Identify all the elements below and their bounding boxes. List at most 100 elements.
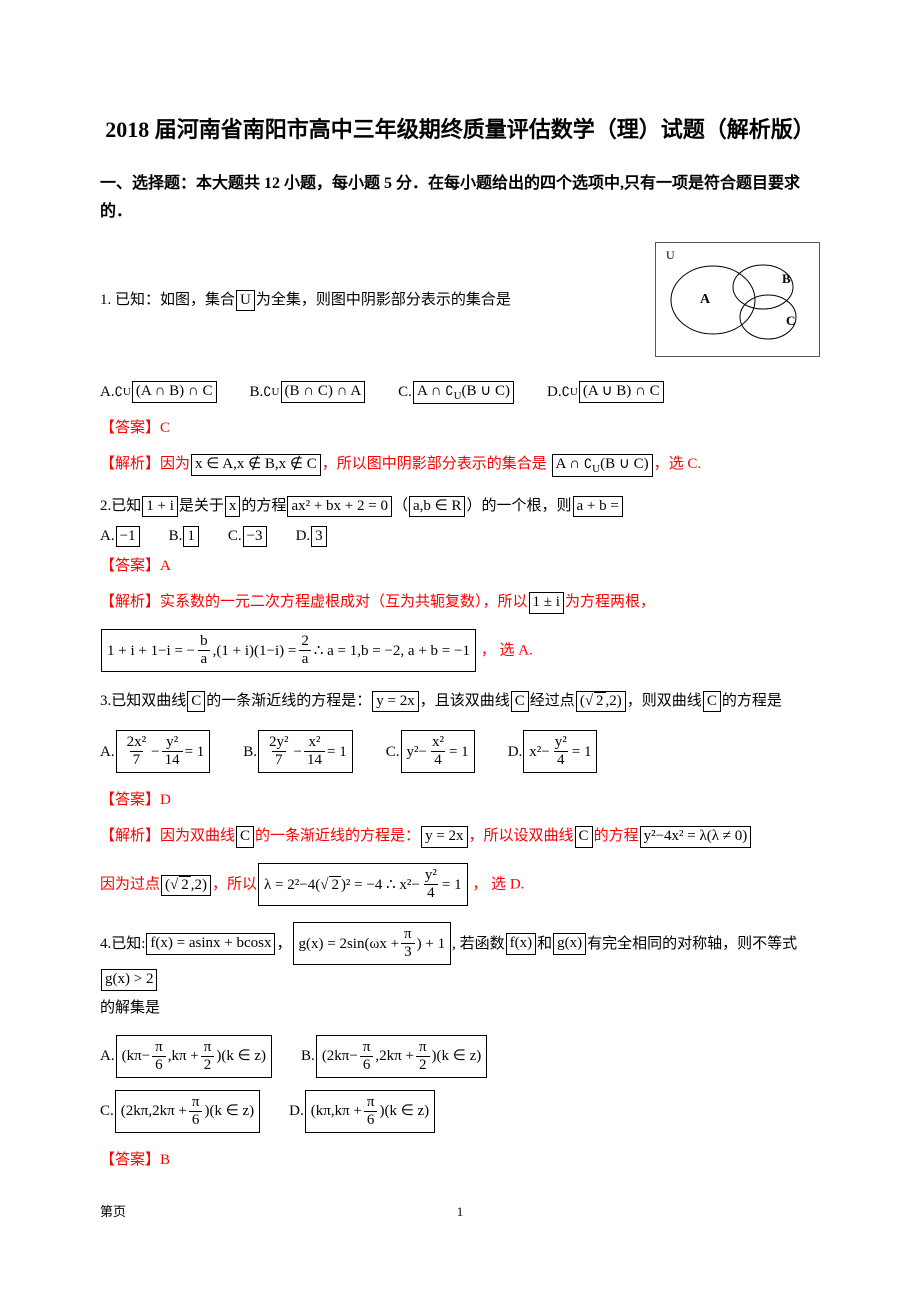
expr-part: A ∩: [417, 383, 445, 399]
answer-value: B: [160, 1152, 170, 1168]
frac-den: a: [198, 650, 211, 667]
sqrt-val: 2: [594, 692, 606, 709]
answer-label: 【答案】: [100, 420, 160, 436]
expr-part: A ∩: [556, 456, 584, 472]
q-text: 是关于: [179, 491, 224, 521]
svg-text:B: B: [782, 271, 791, 286]
frac-num: 2: [298, 634, 312, 650]
frac-num: b: [197, 634, 211, 650]
q2-opt-b: B. 1: [169, 521, 200, 551]
q1-opt-d: D. ∁U(A ∪ B) ∩ C: [547, 377, 665, 407]
frac-den: a: [299, 650, 312, 667]
expr-part: (kπ−: [122, 1048, 151, 1065]
expr-part: ,2kπ +: [375, 1048, 414, 1065]
opt-label: B.: [243, 737, 257, 767]
q1-options: A. ∁U(A ∩ B) ∩ C B. ∁U(B ∩ C) ∩ A C. A ∩…: [100, 377, 820, 407]
q-text: 已知:: [111, 929, 145, 959]
expr-part: g(x) = 2sin(ωx +: [299, 936, 400, 953]
math-box: y = 2x: [421, 826, 467, 848]
math-box: λ = 2²−4(√2)² = −4 ∴ x²−y²4 = 1: [258, 863, 468, 906]
q-text: ）的一个根，则: [466, 491, 571, 521]
q2-opt-a: A. −1: [100, 521, 141, 551]
answer-value: D: [160, 792, 171, 808]
frac-den: 4: [424, 884, 438, 901]
q-text: 的一条渐近线的方程是：: [206, 686, 371, 716]
q3-analysis-line2: 因为过点(√2,2)，所以λ = 2²−4(√2)² = −4 ∴ x²−y²4…: [100, 861, 820, 908]
expr-part: (2kπ,2kπ +: [121, 1103, 187, 1120]
q-text: , 若函数: [452, 929, 505, 959]
q-text: 的方程是: [722, 686, 782, 716]
math-box: y²−4x² = λ(λ ≠ 0): [640, 826, 752, 848]
math-box: 2y²7−x²14 = 1: [258, 730, 353, 773]
opt-label: C.: [398, 377, 412, 407]
expr-part: (2kπ−: [322, 1048, 358, 1065]
svg-text:A: A: [700, 292, 711, 307]
minus: −: [294, 744, 302, 761]
math-box: (2kπ,2kπ + π6)(k ∈ z): [115, 1090, 260, 1133]
math-box: ax² + bx + 2 = 0: [287, 496, 392, 518]
frac-num: 2y²: [266, 735, 292, 751]
math-box: (kπ,kπ + π6)(k ∈ z): [305, 1090, 435, 1133]
frac-den: 6: [152, 1056, 166, 1073]
frac-num: x²: [429, 735, 447, 751]
fraction: x²14: [304, 735, 325, 768]
complement-symbol: ∁: [263, 379, 271, 405]
math-box: C: [236, 826, 254, 848]
expr-part: )(k ∈ z): [432, 1048, 482, 1065]
fraction: π6: [152, 1040, 166, 1073]
fraction: x²4: [429, 735, 447, 768]
expr-part: ,2): [191, 877, 207, 893]
expr-part: )(k ∈ z): [204, 1103, 254, 1120]
q1-num: 1.: [100, 292, 111, 308]
analysis-text: ，选 C.: [654, 456, 702, 472]
frac-den: 6: [189, 1111, 203, 1128]
complement-symbol: ∁: [115, 379, 123, 405]
frac-num: π: [189, 1095, 203, 1111]
fraction: π6: [364, 1095, 378, 1128]
frac-den: 7: [130, 751, 144, 768]
complement-sub: U: [592, 463, 600, 475]
q2-opt-c: C. −3: [228, 521, 268, 551]
question-3: 3. 已知双曲线C的一条渐近线的方程是：y = 2x，且该双曲线C经过点(√2,…: [100, 686, 820, 908]
frac-num: x²: [306, 735, 324, 751]
complement-sub: U: [454, 390, 462, 402]
q3-answer: 【答案】D: [100, 785, 820, 815]
math-box: (√2,2): [161, 875, 211, 897]
opt-expr: (A ∩ B) ∩ C: [132, 381, 217, 403]
q-text: （: [393, 491, 408, 521]
q2-analysis-line2: 1 + i + 1−i = − ba ,(1 + i)(1−i) = 2a ∴ …: [100, 627, 820, 674]
complement-sub: U: [123, 381, 131, 403]
q1-text-before: 已知：如图，集合: [115, 292, 235, 308]
opt-label: C.: [386, 737, 400, 767]
analysis-text: 的方程: [594, 828, 639, 844]
frac-num: 2x²: [124, 735, 150, 751]
expr-part: (: [580, 693, 585, 709]
q4-answer: 【答案】B: [100, 1145, 820, 1175]
q1-opt-a: A. ∁U(A ∩ B) ∩ C: [100, 377, 218, 407]
eq: = 1: [572, 744, 592, 761]
footer-left: 第页: [100, 1200, 126, 1225]
math-box: f(x) = asinx + bcosx: [146, 933, 275, 955]
math-box: (√2,2): [576, 691, 626, 713]
expr-part: ,kπ +: [168, 1048, 199, 1065]
expr-part: x²−: [529, 744, 549, 761]
q3-opt-c: C. y²−x²4 = 1: [386, 728, 476, 775]
q2-analysis: 【解析】实系数的一元二次方程虚根成对（互为共轭复数），所以1 ± i为方程两根，: [100, 587, 820, 617]
q-text: 有完全相同的对称轴，则不等式: [587, 929, 797, 959]
fraction: 2a: [298, 634, 312, 667]
expr-part: λ = 2²−4(: [264, 877, 320, 894]
q4-num: 4.: [100, 929, 111, 959]
math-box: 1 + i: [142, 496, 178, 518]
opt-label: A.: [100, 1041, 115, 1071]
q-text: 已知双曲线: [111, 686, 186, 716]
answer-value: A: [160, 558, 171, 574]
q3-opt-d: D. x²−y²4 = 1: [508, 728, 599, 775]
analysis-text: ，所以图中阴影部分表示的集合是: [322, 456, 551, 472]
question-2: 2. 已知1 + i是关于x的方程 ax² + bx + 2 = 0（a,b ∈…: [100, 491, 820, 674]
q4-opt-c: C. (2kπ,2kπ + π6)(k ∈ z): [100, 1088, 261, 1135]
math-box: C: [575, 826, 593, 848]
sqrt-val: 2: [329, 876, 341, 894]
analysis-text: ， 选 A.: [481, 643, 533, 659]
q1-opt-b: B. ∁U(B ∩ C) ∩ A: [250, 377, 367, 407]
frac-den: 14: [162, 751, 183, 768]
